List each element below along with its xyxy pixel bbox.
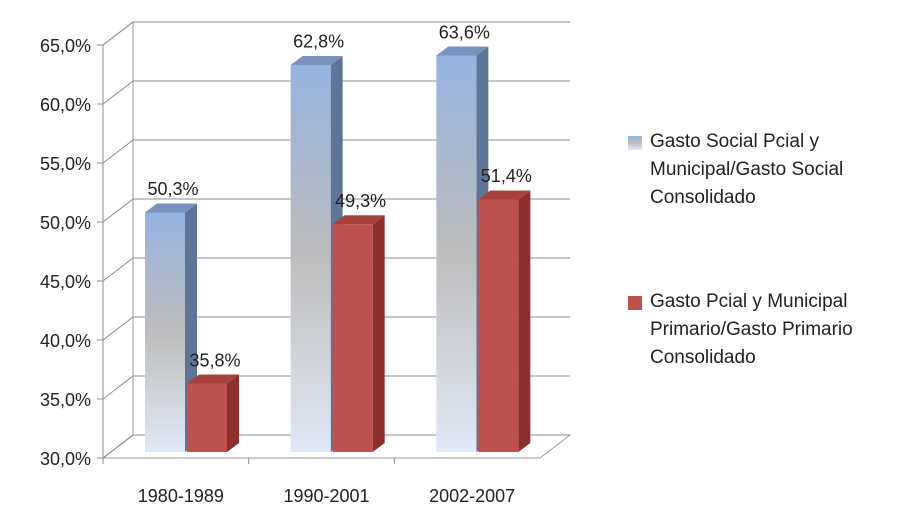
value-label: 51,4%	[481, 166, 532, 186]
y-tick-label: 60,0%	[40, 95, 91, 115]
x-tick-label: 1980-1989	[138, 486, 224, 506]
x-tick-label: 2002-2007	[429, 486, 515, 506]
grid-line	[102, 375, 570, 400]
grid-line	[102, 198, 570, 223]
legend-label: Gasto Pcial y Municipal Primario/Gasto P…	[650, 291, 853, 368]
bar	[332, 215, 385, 452]
value-label: 35,8%	[189, 350, 240, 370]
legend-swatch	[628, 136, 642, 150]
grid-line	[102, 316, 570, 341]
grid-line	[102, 80, 570, 105]
y-tick-label: 50,0%	[40, 213, 91, 233]
y-tick-label: 45,0%	[40, 272, 91, 292]
bar	[145, 203, 197, 452]
y-tick-label: 55,0%	[40, 154, 91, 174]
grid-line	[102, 139, 570, 164]
bar	[478, 190, 531, 453]
grid-line	[102, 21, 570, 46]
y-tick-label: 65,0%	[40, 36, 91, 56]
grid-line	[102, 434, 570, 459]
y-tick-label: 30,0%	[40, 449, 91, 469]
bar	[187, 374, 239, 452]
value-label: 62,8%	[293, 32, 344, 52]
value-label: 63,6%	[439, 22, 490, 42]
grid-line	[102, 257, 570, 282]
legend-swatch	[628, 296, 642, 310]
x-tick-label: 1990-2001	[283, 486, 369, 506]
y-tick-label: 35,0%	[40, 390, 91, 410]
y-tick-label: 40,0%	[40, 331, 91, 351]
back-wall	[102, 20, 134, 460]
value-label: 49,3%	[335, 191, 386, 211]
value-label: 50,3%	[147, 179, 198, 199]
legend-label: Gasto Social Pcial y Municipal/Gasto Soc…	[650, 131, 844, 208]
